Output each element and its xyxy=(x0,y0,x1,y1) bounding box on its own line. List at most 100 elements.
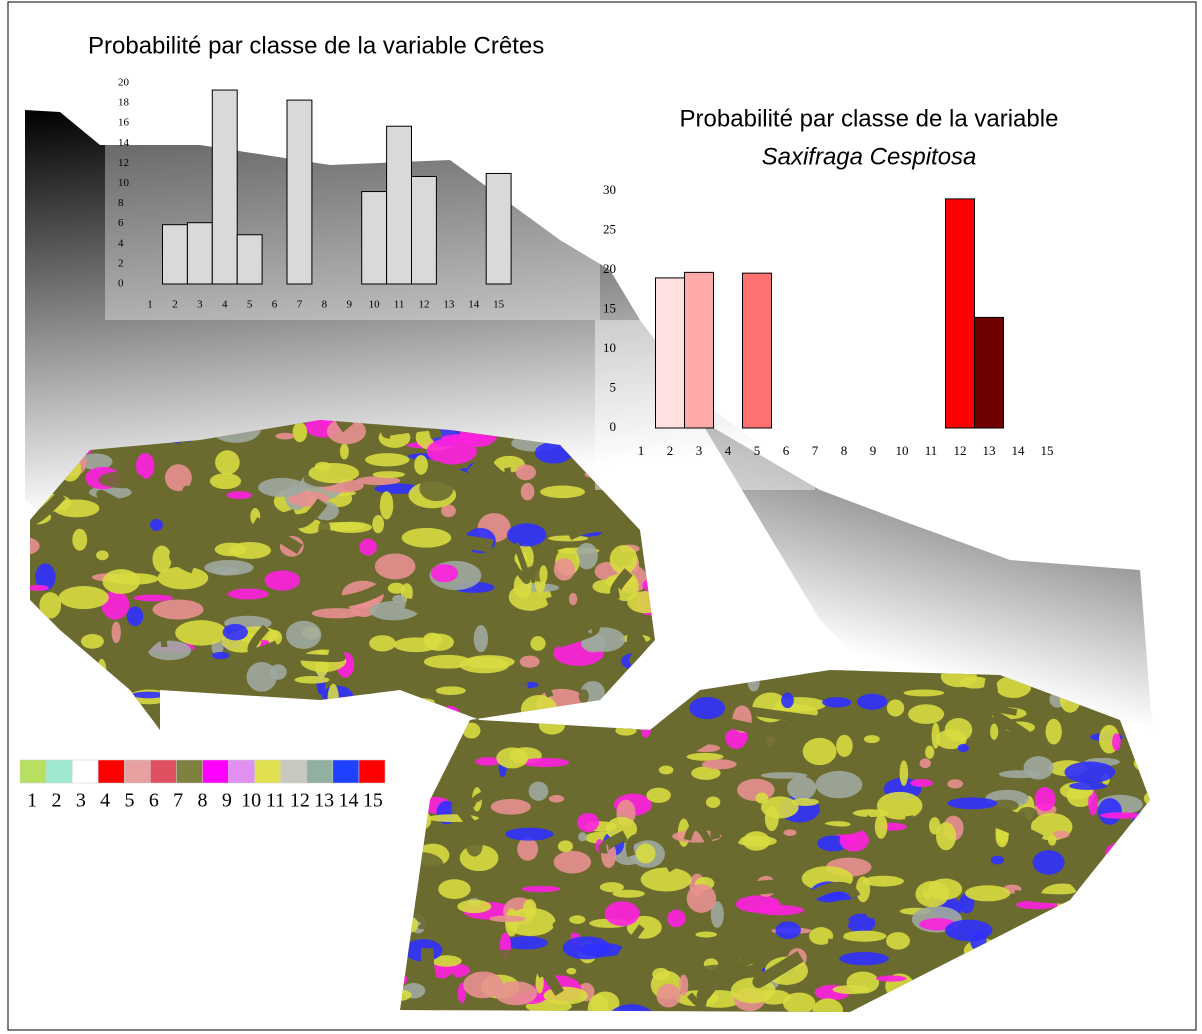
texture xyxy=(431,564,458,582)
texture xyxy=(991,856,1004,865)
bar xyxy=(212,90,237,284)
texture xyxy=(340,443,349,459)
bar xyxy=(975,317,1004,428)
texture xyxy=(153,599,204,619)
ridge xyxy=(175,552,194,567)
x-tick-label: 4 xyxy=(222,299,228,311)
texture xyxy=(791,798,819,806)
y-tick-label: 8 xyxy=(118,197,124,209)
legend-swatch xyxy=(20,760,46,783)
legend-label: 11 xyxy=(266,790,285,812)
y-tick-label: 0 xyxy=(610,419,617,434)
legend-swatch xyxy=(307,760,333,783)
x-tick-label: 12 xyxy=(418,299,429,311)
texture xyxy=(507,523,546,546)
bar xyxy=(237,235,262,284)
texture xyxy=(656,984,680,1008)
legend-label: 14 xyxy=(339,790,359,812)
texture xyxy=(743,831,770,851)
texture xyxy=(540,486,585,499)
texture xyxy=(380,491,393,519)
texture xyxy=(928,879,962,900)
texture xyxy=(613,890,645,898)
texture xyxy=(402,528,452,548)
texture xyxy=(877,792,923,820)
x-tick-label: 2 xyxy=(667,443,674,458)
y-tick-label: 30 xyxy=(603,182,616,197)
legend-label: 1 xyxy=(27,790,37,812)
legend-label: 4 xyxy=(100,790,110,812)
x-tick-label: 5 xyxy=(247,299,253,311)
legend-swatch xyxy=(176,760,202,783)
legend-swatch xyxy=(333,760,359,783)
y-tick-label: 5 xyxy=(610,379,617,394)
texture xyxy=(102,569,140,594)
texture xyxy=(312,608,362,618)
texture xyxy=(227,491,253,499)
texture xyxy=(554,558,575,580)
x-tick-label: 15 xyxy=(493,299,505,311)
x-tick-label: 6 xyxy=(272,299,278,311)
texture xyxy=(214,566,239,575)
texture xyxy=(276,433,295,440)
texture xyxy=(388,583,405,594)
texture xyxy=(175,620,227,646)
y-tick-label: 10 xyxy=(118,177,130,189)
legend-label: 10 xyxy=(241,790,261,812)
texture xyxy=(839,952,888,965)
texture xyxy=(293,422,308,442)
x-tick-label: 13 xyxy=(443,299,455,311)
texture xyxy=(309,463,359,483)
texture xyxy=(569,593,577,605)
x-tick-label: 3 xyxy=(197,299,203,311)
texture xyxy=(1033,850,1065,875)
texture xyxy=(945,718,973,742)
x-tick-label: 14 xyxy=(468,299,480,311)
texture xyxy=(372,515,384,533)
texture xyxy=(846,971,879,993)
texture xyxy=(464,655,515,668)
x-tick-label: 8 xyxy=(841,443,848,458)
texture xyxy=(695,931,717,937)
texture xyxy=(936,822,956,850)
texture xyxy=(1048,834,1056,845)
ridge xyxy=(457,542,492,549)
texture xyxy=(549,795,564,802)
bar xyxy=(412,176,437,284)
texture xyxy=(947,779,963,788)
y-tick-label: 20 xyxy=(118,77,130,89)
texture xyxy=(212,652,230,659)
texture xyxy=(125,536,155,558)
texture xyxy=(1069,782,1107,790)
texture xyxy=(864,735,880,743)
bar xyxy=(387,126,412,284)
texture xyxy=(457,900,491,913)
chart-title: Probabilité par classe de la variable Cr… xyxy=(88,32,544,59)
texture xyxy=(153,546,172,573)
texture xyxy=(489,915,525,922)
y-tick-label: 25 xyxy=(603,221,616,236)
bar xyxy=(656,278,685,428)
x-tick-label: 4 xyxy=(725,443,732,458)
texture xyxy=(294,676,329,684)
legend-swatch xyxy=(72,760,98,783)
texture xyxy=(990,723,998,739)
texture xyxy=(308,554,348,580)
texture xyxy=(365,453,409,466)
texture xyxy=(875,814,888,838)
texture xyxy=(496,747,528,768)
texture xyxy=(563,936,611,959)
legend-swatch xyxy=(124,760,150,783)
x-tick-label: 3 xyxy=(696,443,703,458)
texture xyxy=(210,473,241,489)
texture xyxy=(436,686,466,695)
legend-swatch xyxy=(359,760,385,783)
texture xyxy=(247,662,277,692)
texture xyxy=(886,932,910,949)
legend-label: 9 xyxy=(222,790,232,812)
texture xyxy=(530,636,545,651)
x-tick-label: 10 xyxy=(369,299,381,311)
y-tick-label: 2 xyxy=(118,257,124,269)
ridge xyxy=(989,681,995,708)
bar xyxy=(685,272,714,428)
